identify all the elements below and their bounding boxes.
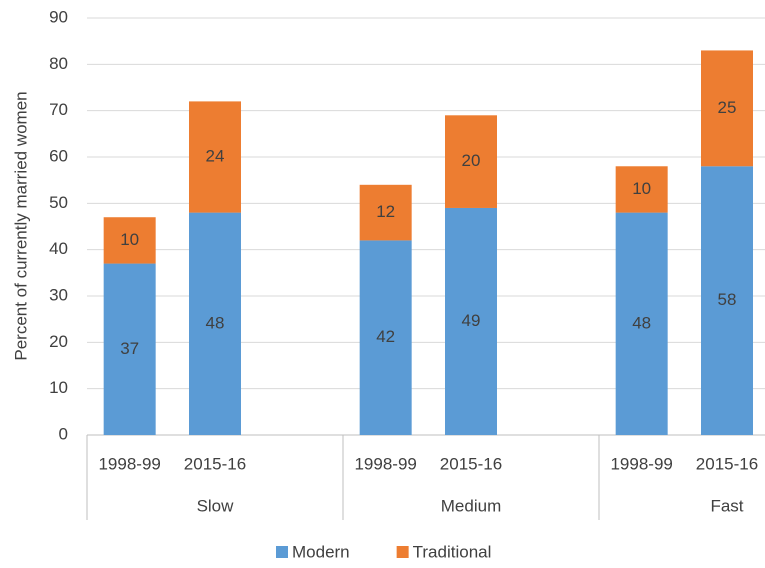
data-label: 42 <box>376 327 395 346</box>
y-tick-label: 0 <box>59 424 68 443</box>
bar-segment <box>359 184 412 241</box>
data-label: 20 <box>462 151 481 170</box>
x-tick-label: 1998-99 <box>610 454 672 473</box>
y-tick-label: 50 <box>49 193 68 212</box>
bar-segment <box>615 166 668 213</box>
data-label: 12 <box>376 202 395 221</box>
bar-segment <box>445 207 497 435</box>
y-tick-label: 80 <box>49 54 68 73</box>
bar-segment <box>359 240 412 435</box>
y-tick-label: 30 <box>49 285 68 304</box>
y-tick-label: 90 <box>49 7 68 26</box>
y-axis-label: Percent of currently married women <box>11 91 30 360</box>
data-label: 10 <box>120 230 139 249</box>
data-label: 49 <box>462 311 481 330</box>
group-label: Medium <box>441 496 501 515</box>
group-label: Fast <box>710 496 743 515</box>
bar-segment <box>445 115 497 208</box>
legend-label: Modern <box>292 542 350 561</box>
legend-swatch <box>396 546 409 558</box>
bar-segment <box>189 101 241 213</box>
data-label: 24 <box>206 146 225 165</box>
legend-label: Traditional <box>413 542 492 561</box>
bar-segment <box>189 212 241 435</box>
data-label: 25 <box>718 98 737 117</box>
x-tick-label: 2015-16 <box>184 454 246 473</box>
bar-segment <box>103 263 156 435</box>
data-label: 10 <box>632 179 651 198</box>
x-tick-label: 1998-99 <box>354 454 416 473</box>
group-label: Slow <box>197 496 235 515</box>
x-tick-label: 1998-99 <box>98 454 160 473</box>
y-tick-label: 60 <box>49 146 68 165</box>
bar-segment <box>103 217 156 264</box>
data-label: 48 <box>206 313 225 332</box>
bar-segment <box>701 50 753 167</box>
legend-swatch <box>276 546 288 558</box>
y-tick-label: 40 <box>49 239 68 258</box>
data-label: 58 <box>718 290 737 309</box>
x-tick-label: 2015-16 <box>440 454 502 473</box>
y-tick-label: 70 <box>49 100 68 119</box>
bar-segment <box>701 166 753 435</box>
x-tick-label: 2015-16 <box>696 454 758 473</box>
data-label: 48 <box>632 313 651 332</box>
y-tick-label: 20 <box>49 332 68 351</box>
y-tick-label: 10 <box>49 378 68 397</box>
data-label: 37 <box>120 339 139 358</box>
bar-segment <box>615 212 668 435</box>
